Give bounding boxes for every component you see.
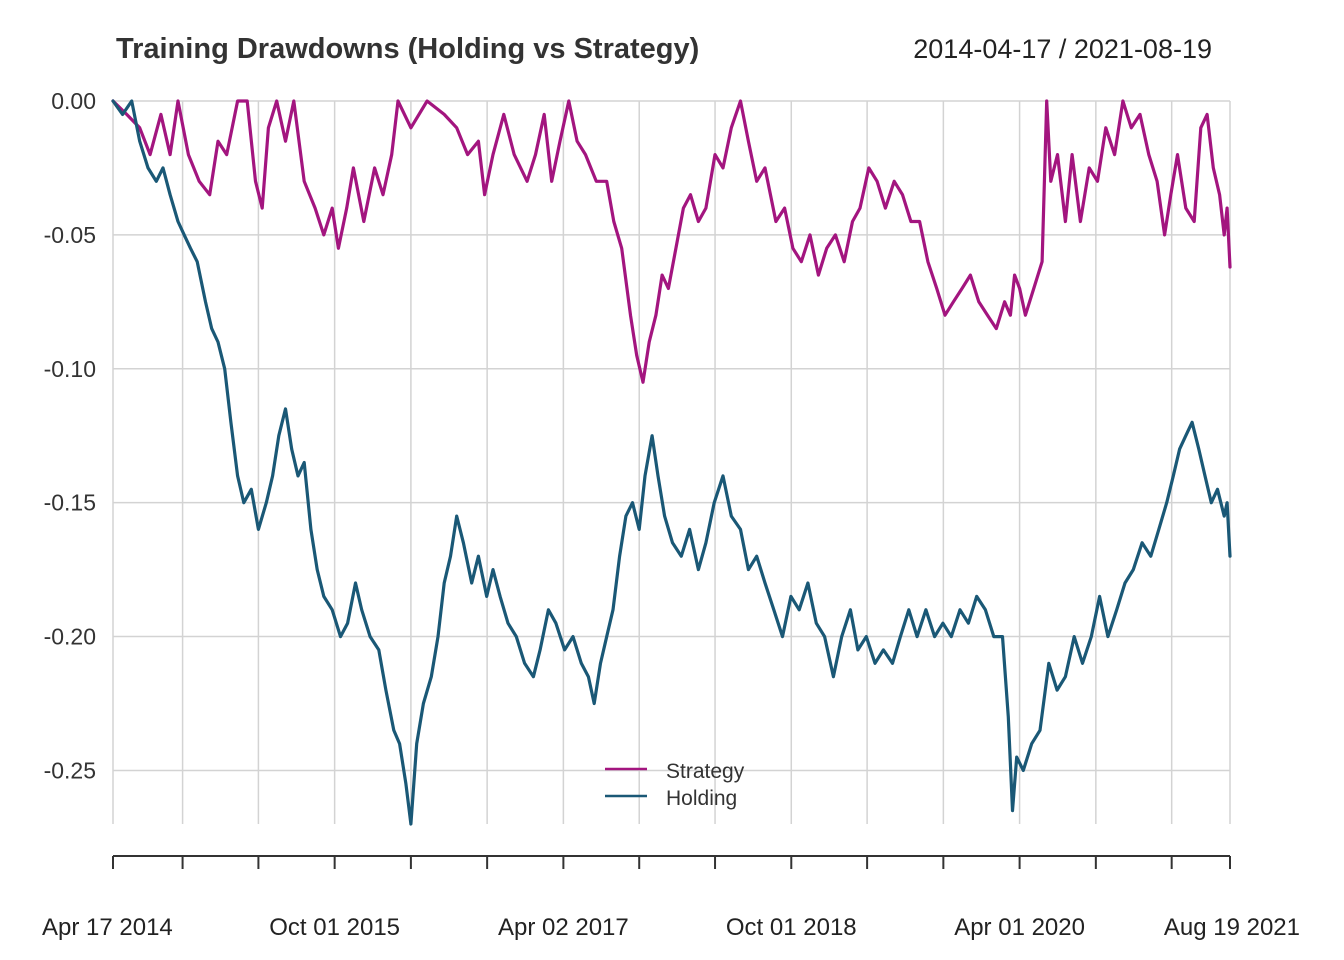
y-tick-label: 0.00 [51,88,96,114]
x-tick-label: Apr 01 2020 [954,914,1085,941]
x-tick-label: Aug 19 2021 [1164,914,1300,941]
y-tick-label: -0.25 [44,757,96,783]
legend: Strategy Holding [605,760,745,810]
y-tick-label: -0.10 [44,356,96,382]
legend-label-strategy: Strategy [666,760,745,783]
series-line-strategy [111,99,1232,384]
y-axis-ticks: 0.00 -0.05 -0.10 -0.15 -0.20 -0.25 [44,88,96,783]
y-tick-label: -0.20 [44,624,96,650]
y-tick-label: -0.05 [44,222,96,248]
date-range: 2014-04-17 / 2021-08-19 [913,34,1212,64]
legend-label-holding: Holding [666,787,737,810]
x-tick-label: Oct 01 2015 [269,914,400,941]
x-axis: Apr 17 2014 Oct 01 2015 Apr 02 2017 Oct 01 … [42,855,1300,941]
x-tick-label: Oct 01 2018 [726,914,857,941]
y-tick-label: -0.15 [44,490,96,516]
series-line-holding [111,99,1232,826]
series-lines [111,99,1232,826]
x-tick-label: Apr 17 2014 [42,914,173,941]
grid [112,100,1231,824]
x-tick-label: Apr 02 2017 [498,914,629,941]
chart-title: Training Drawdowns (Holding vs Strategy) [116,33,699,65]
